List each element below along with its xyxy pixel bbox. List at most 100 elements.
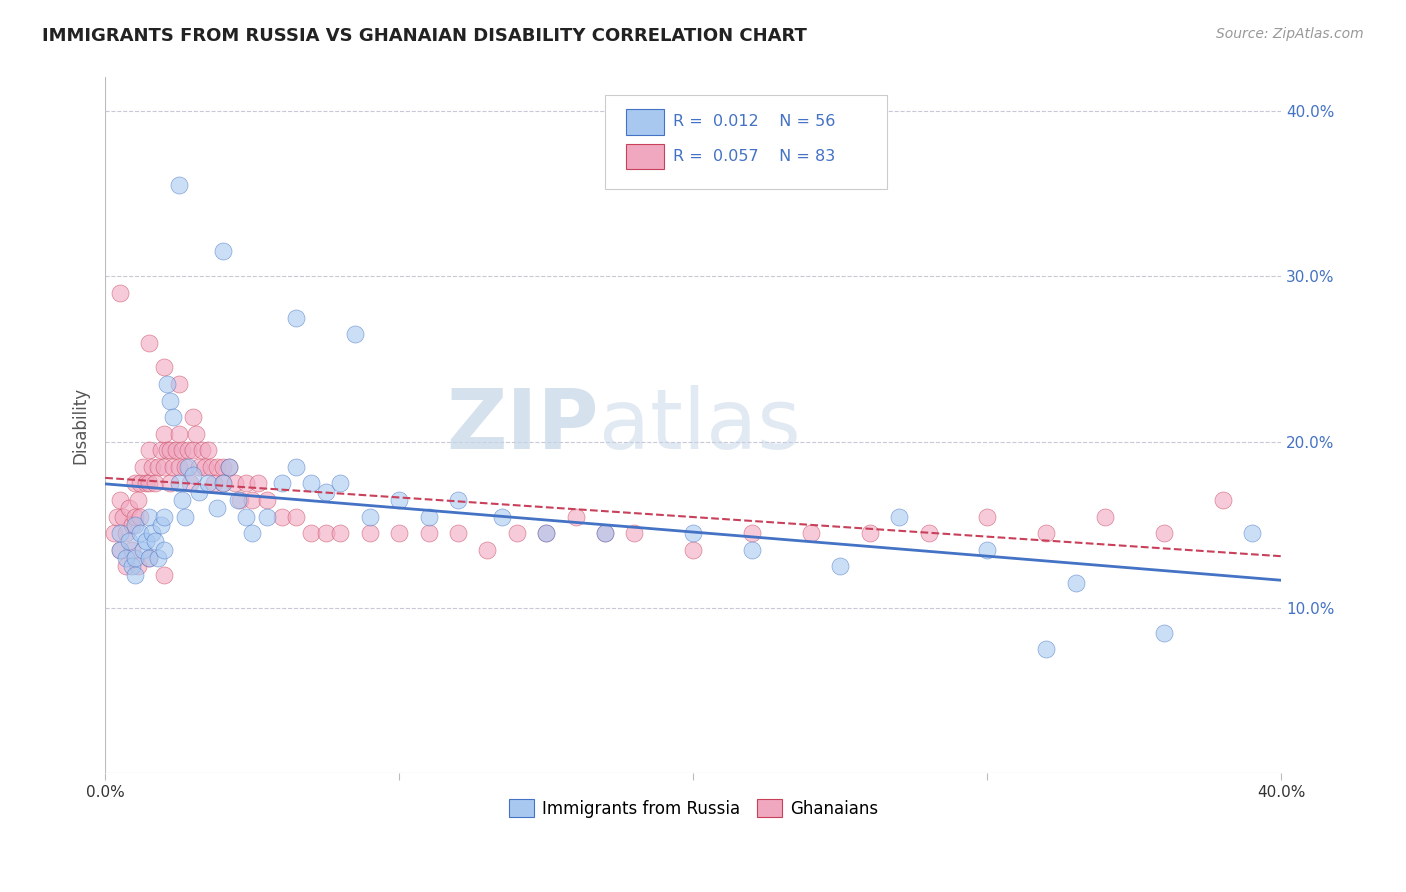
Text: ZIP: ZIP: [447, 385, 599, 466]
Point: [859, 526, 882, 541]
Point: [170, 443, 193, 458]
FancyBboxPatch shape: [626, 110, 664, 135]
Point: [235, 476, 257, 491]
Point: [108, 526, 131, 541]
Point: [477, 542, 499, 557]
Point: [146, 459, 169, 474]
Point: [218, 459, 240, 474]
Point: [344, 327, 367, 342]
Point: [593, 526, 616, 541]
Point: [256, 493, 278, 508]
Point: [240, 493, 263, 508]
Point: [447, 526, 470, 541]
Point: [447, 493, 470, 508]
Point: [150, 517, 173, 532]
Point: [138, 476, 160, 491]
Point: [183, 443, 205, 458]
Point: [159, 476, 181, 491]
Point: [194, 459, 217, 474]
Point: [124, 517, 146, 532]
Point: [146, 551, 169, 566]
Point: [114, 551, 136, 566]
Point: [121, 542, 143, 557]
Point: [124, 509, 146, 524]
Point: [329, 476, 352, 491]
Point: [315, 526, 337, 541]
Point: [270, 509, 292, 524]
Point: [108, 285, 131, 300]
Point: [129, 509, 152, 524]
Y-axis label: Disability: Disability: [72, 387, 89, 464]
FancyBboxPatch shape: [605, 95, 887, 189]
Point: [285, 509, 308, 524]
Point: [176, 459, 198, 474]
Point: [124, 567, 146, 582]
Point: [138, 551, 160, 566]
Point: [153, 542, 176, 557]
Point: [105, 509, 128, 524]
Point: [1212, 493, 1234, 508]
Point: [564, 509, 586, 524]
Point: [197, 476, 219, 491]
Point: [359, 526, 381, 541]
Point: [103, 526, 125, 541]
Point: [167, 459, 190, 474]
Point: [329, 526, 352, 541]
Point: [183, 410, 205, 425]
Point: [153, 509, 176, 524]
Point: [741, 526, 763, 541]
Point: [359, 509, 381, 524]
Point: [170, 493, 193, 508]
Point: [132, 459, 155, 474]
Point: [1094, 509, 1116, 524]
Point: [186, 426, 208, 441]
Point: [211, 459, 233, 474]
Point: [167, 476, 190, 491]
Point: [315, 484, 337, 499]
Point: [235, 509, 257, 524]
Point: [593, 526, 616, 541]
Point: [108, 542, 131, 557]
Point: [256, 509, 278, 524]
Point: [159, 393, 181, 408]
Point: [162, 410, 184, 425]
Point: [1240, 526, 1263, 541]
Point: [800, 526, 823, 541]
Point: [623, 526, 645, 541]
Point: [167, 426, 190, 441]
Point: [976, 509, 998, 524]
Point: [153, 567, 176, 582]
Point: [176, 443, 198, 458]
Point: [121, 517, 143, 532]
Point: [127, 559, 149, 574]
Point: [682, 526, 704, 541]
Point: [114, 526, 136, 541]
Point: [173, 459, 195, 474]
Point: [162, 459, 184, 474]
Point: [114, 559, 136, 574]
Point: [156, 377, 179, 392]
Point: [976, 542, 998, 557]
Point: [118, 501, 141, 516]
Point: [1035, 526, 1057, 541]
Point: [111, 509, 134, 524]
Point: [247, 476, 270, 491]
Point: [127, 493, 149, 508]
Text: IMMIGRANTS FROM RUSSIA VS GHANAIAN DISABILITY CORRELATION CHART: IMMIGRANTS FROM RUSSIA VS GHANAIAN DISAB…: [42, 27, 807, 45]
Text: atlas: atlas: [599, 385, 801, 466]
Point: [388, 493, 411, 508]
Point: [138, 335, 160, 350]
Point: [229, 493, 252, 508]
Point: [285, 310, 308, 325]
Point: [118, 534, 141, 549]
Point: [138, 551, 160, 566]
Point: [299, 476, 322, 491]
Point: [165, 443, 187, 458]
Point: [205, 501, 228, 516]
Legend: Immigrants from Russia, Ghanaians: Immigrants from Russia, Ghanaians: [502, 793, 884, 824]
Point: [138, 443, 160, 458]
Point: [156, 443, 179, 458]
Point: [224, 476, 246, 491]
Point: [211, 244, 233, 259]
Point: [491, 509, 513, 524]
